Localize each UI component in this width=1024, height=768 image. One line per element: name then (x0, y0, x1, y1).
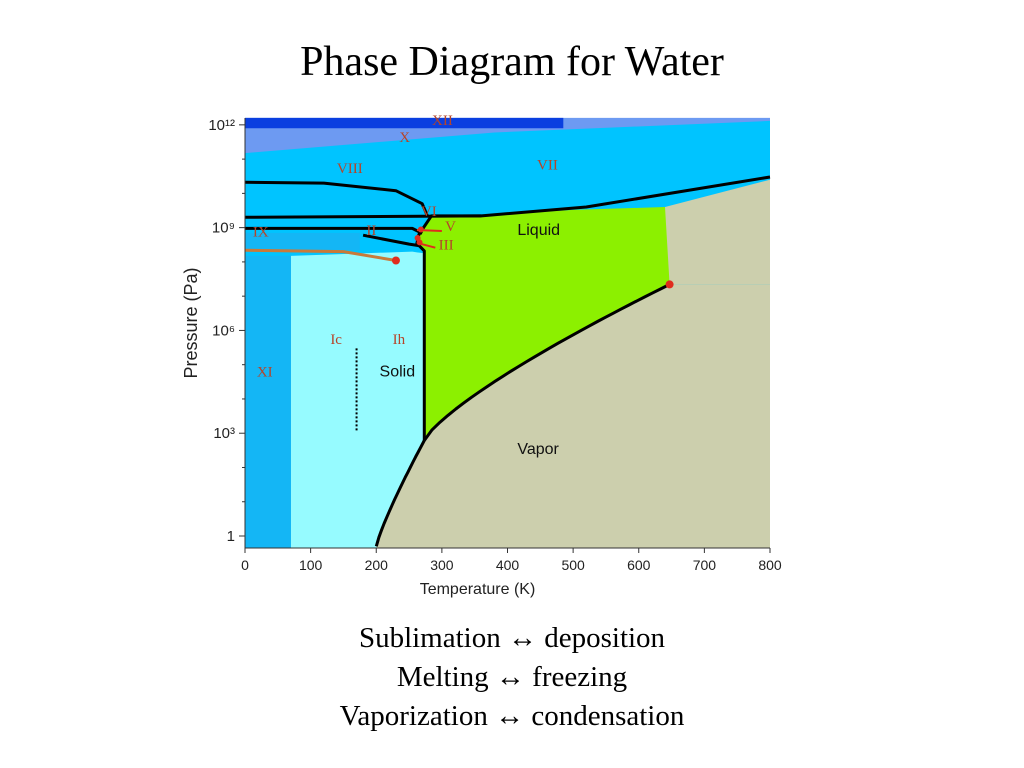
phase-label-vi: VI (421, 204, 437, 220)
boundary-vaporization (423, 283, 671, 442)
phase-label-ih: Ih (393, 332, 406, 348)
ice-ix-endpoint (391, 256, 400, 265)
phase-label-v: V (445, 219, 456, 235)
triple-point (414, 234, 421, 241)
region-ice-ih (290, 251, 425, 548)
x-tick-label: 0 (241, 557, 249, 573)
phase-label-xii: XII (432, 113, 453, 129)
y-tick-label: 10⁹ (212, 220, 235, 237)
phase-label-iii: III (439, 238, 454, 254)
chart-axes: 0 100 200 300 400 500 600 700 800 1 10³ 10⁶ 10⁹ 10¹² T… (181, 117, 782, 598)
phase-label-viii: VIII (337, 161, 363, 177)
y-axis-label: Pressure (Pa) (181, 267, 201, 378)
boundary-ii-iii (362, 233, 420, 248)
phase-label-vapor: Vapor (517, 441, 559, 458)
region-liquid (416, 207, 670, 441)
boundary-viii-vii (244, 180, 429, 217)
phase-regions (245, 117, 770, 548)
phase-label-ic: Ic (330, 332, 342, 348)
y-tick-label: 10⁶ (212, 322, 235, 339)
phase-label-vii: VII (537, 157, 558, 173)
critical-point (665, 280, 674, 289)
x-axis-label: Temperature (K) (420, 581, 536, 598)
y-tick-label: 10³ (213, 425, 235, 442)
x-tick-label: 500 (561, 557, 585, 573)
region-vapor (376, 284, 770, 548)
x-tick-label: 200 (365, 557, 389, 573)
phase-label-liquid: Liquid (517, 222, 560, 239)
phase-label-solid: Solid (380, 364, 416, 381)
boundary-viii-vi (244, 214, 482, 219)
x-tick-label: 700 (693, 557, 717, 573)
y-tick-label: 1 (227, 528, 235, 545)
region-ice-ix (245, 232, 360, 251)
x-tick-label: 600 (627, 557, 651, 573)
caption-vaporization: Vaporization ↔ condensation (339, 700, 685, 732)
slide-title: Phase Diagram for Water (300, 39, 724, 85)
phase-label-ix: IX (253, 225, 269, 241)
phase-label-x: X (399, 130, 410, 146)
phase-label-xi: XI (257, 365, 273, 381)
x-tick-label: 100 (299, 557, 323, 573)
phase-points (391, 226, 674, 289)
phase-label-ii: II (366, 223, 376, 239)
boundary-ice-ix (244, 248, 397, 262)
y-tick-label: 10¹² (208, 117, 235, 134)
x-tick-label: 800 (758, 557, 782, 573)
region-ice-xi (245, 255, 291, 548)
boundary-melting (415, 175, 771, 441)
region-ice-xii (245, 117, 564, 129)
x-tick-label: 300 (430, 557, 454, 573)
caption-melting: Melting ↔ freezing (396, 661, 628, 693)
boundary-sublimation (374, 439, 426, 547)
x-tick-label: 400 (496, 557, 520, 573)
caption-sublimation: Sublimation ↔ deposition (358, 622, 666, 654)
triple-point (416, 239, 423, 246)
triple-point (417, 226, 424, 233)
region-supercritical (665, 179, 770, 285)
